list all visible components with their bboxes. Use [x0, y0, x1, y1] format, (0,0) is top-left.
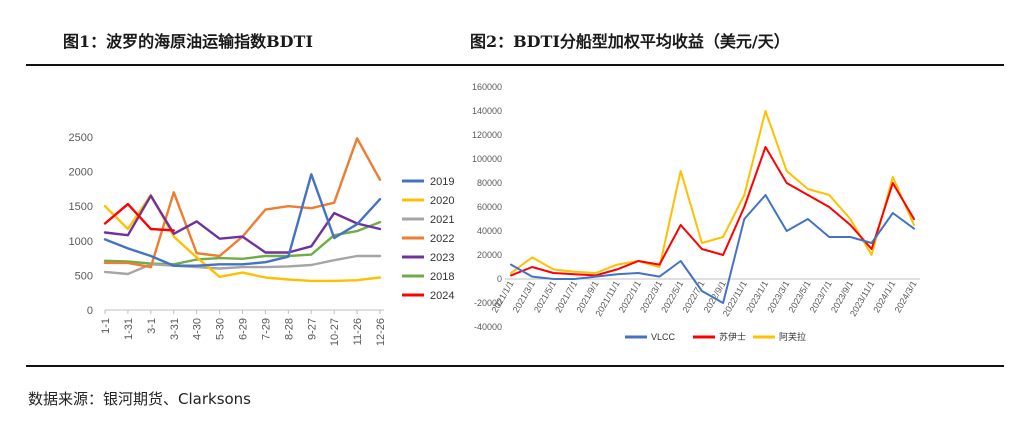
- y-tick-label: 2000: [69, 167, 93, 179]
- bottom-divider: [26, 365, 1004, 367]
- y-tick-label: 2500: [69, 132, 93, 144]
- y-tick-label: -20000: [474, 298, 502, 308]
- x-tick-label: 12-26: [375, 318, 387, 346]
- y-tick-label: -40000: [474, 322, 502, 332]
- x-tick-label: 7-29: [260, 318, 272, 340]
- legend-label-2018: 2018: [430, 271, 454, 283]
- series-line-2024: [103, 202, 175, 232]
- y-tick-label: 0: [87, 305, 93, 317]
- x-tick-label: 3-1: [146, 318, 158, 334]
- series-line-2018: [103, 220, 382, 266]
- x-tick-label: 5-30: [215, 318, 227, 340]
- x-tick-label: 8-28: [283, 318, 295, 340]
- legend-label-2020: 2020: [430, 195, 454, 207]
- y-tick-label: 20000: [477, 250, 502, 260]
- series-line-VLCC: [510, 194, 915, 304]
- legend-label-2021: 2021: [430, 214, 454, 226]
- y-tick-label: 60000: [477, 202, 502, 212]
- legend-label-2019: 2019: [430, 176, 454, 188]
- x-tick-label: 11-26: [352, 318, 364, 345]
- figure-2-title: 图2：BDTI分船型加权平均收益（美元/天）: [470, 32, 790, 51]
- legend-label-2023: 2023: [430, 252, 454, 264]
- y-tick-label: 100000: [472, 154, 502, 164]
- y-tick-label: 40000: [477, 226, 502, 236]
- legend-label-阿芙拉: 阿芙拉: [779, 331, 806, 342]
- x-tick-label: 1-31: [123, 318, 135, 340]
- y-tick-label: 1500: [69, 201, 93, 213]
- series-line-苏伊士: [510, 146, 915, 277]
- y-tick-label: 500: [75, 270, 93, 282]
- legend-label-2024: 2024: [430, 290, 454, 302]
- series-line-阿芙拉: [510, 110, 915, 274]
- y-tick-label: 0: [497, 274, 502, 284]
- series-line-2019: [103, 173, 382, 267]
- bdti-earnings-chart: -40000 -20000 0 20000 40000 60000 80000 100000 1…: [472, 82, 920, 342]
- x-tick-label: 10-27: [329, 318, 341, 346]
- x-tick-label: 6-29: [238, 318, 250, 340]
- data-source-note: 数据来源：银河期货、Clarksons: [28, 390, 252, 408]
- x-tick-label: 1-1: [100, 318, 112, 334]
- y-tick-label: 80000: [477, 178, 502, 188]
- bdti-index-chart: 0 500 1000 1500 2000 2500 1-1 1-31 3-1 3-31 4-30 5-…: [69, 132, 455, 346]
- legend-label-2022: 2022: [430, 233, 454, 245]
- y-tick-label: 120000: [472, 130, 502, 140]
- y-tick-label: 1000: [69, 236, 93, 248]
- y-tick-label: 160000: [472, 82, 502, 92]
- legend-label-VLCC: VLCC: [651, 332, 676, 342]
- figure-1-title: 图1：波罗的海原油运输指数BDTI: [63, 32, 313, 51]
- series-line-2023: [103, 194, 382, 254]
- x-tick-label: 4-30: [192, 318, 204, 340]
- x-tick-label: 3-31: [169, 318, 181, 340]
- x-tick-label: 9-27: [306, 318, 318, 340]
- legend-label-苏伊士: 苏伊士: [719, 331, 746, 342]
- top-divider: [26, 64, 1004, 66]
- y-tick-label: 140000: [472, 106, 502, 116]
